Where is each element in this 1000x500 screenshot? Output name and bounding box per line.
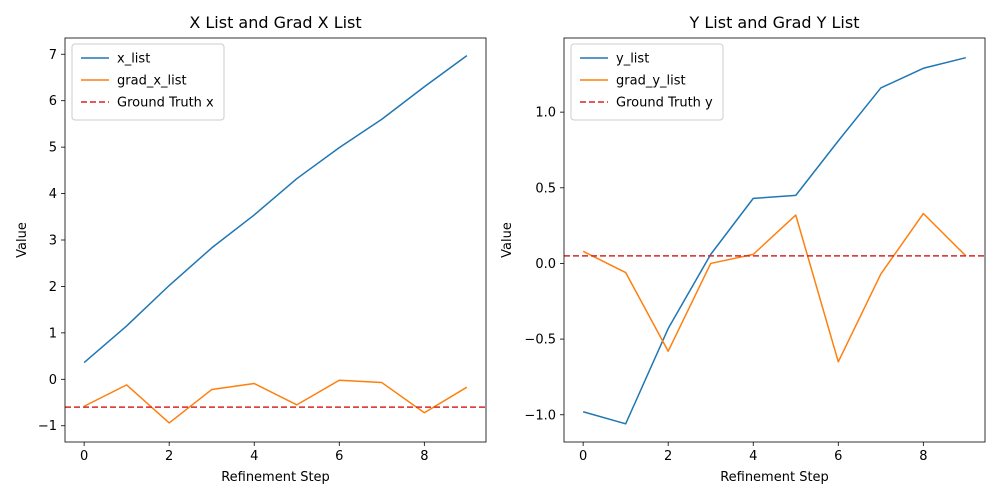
series-line-grad_x_list	[83, 379, 468, 424]
plot-area	[564, 56, 985, 425]
x-tick-label: 2	[664, 449, 672, 464]
y-tick-label: 0.5	[535, 181, 556, 196]
chart-title: Y List and Grad Y List	[689, 13, 860, 32]
x-tick-label: 8	[420, 449, 428, 464]
chart-panel-2: Y List and Grad Y List 0 2 4 6 8 −1.0 −0.5 0.0 0.…	[500, 13, 986, 485]
y-tick-label: 7	[49, 48, 57, 63]
chart-title: X List and Grad X List	[189, 13, 361, 32]
y-axis-label: Value	[15, 222, 30, 258]
axes-frame	[64, 37, 487, 443]
x-tick-label: 6	[834, 449, 842, 464]
legend-box	[570, 43, 724, 121]
y-tick-label: 1	[49, 326, 57, 341]
legend: x_list grad_x_list Ground Truth x	[71, 43, 225, 121]
y-tick-label: −1.0	[524, 408, 556, 423]
y-tick-label: 4	[49, 187, 57, 202]
series-line-grad_y_list	[582, 212, 967, 363]
x-tick-label: 4	[250, 449, 258, 464]
y-tick-label: −1	[38, 419, 57, 434]
y-tick-label: 0.0	[535, 257, 556, 272]
y-tick-label: −0.5	[524, 333, 556, 348]
legend-label: Ground Truth x	[117, 96, 214, 111]
legend-label: grad_y_list	[616, 74, 686, 89]
y-tick-label: 2	[49, 280, 57, 295]
legend-label: grad_x_list	[117, 74, 187, 89]
chart-panel-1: X List and Grad X List 0 2 4 6 8 −1 0 1 2 3 4 5 6 7 Ref…	[15, 13, 487, 485]
x-tick-label: 4	[749, 449, 757, 464]
y-tick-label: 3	[49, 234, 57, 249]
legend-label: x_list	[117, 52, 150, 67]
y-tick-label: 0	[49, 373, 57, 388]
y-axis-label: Value	[500, 222, 515, 258]
x-tick-label: 6	[335, 449, 343, 464]
legend-box	[71, 43, 225, 121]
x-axis-label: Refinement Step	[221, 470, 330, 485]
legend-label: y_list	[616, 52, 649, 67]
legend-label: Ground Truth y	[616, 96, 713, 111]
x-tick-label: 8	[919, 449, 927, 464]
x-tick-label: 0	[579, 449, 587, 464]
series-line-x_list	[83, 55, 468, 364]
x-tick-label: 0	[80, 449, 88, 464]
y-tick-label: 6	[49, 94, 57, 109]
x-axis-label: Refinement Step	[720, 470, 829, 485]
legend: y_list grad_y_list Ground Truth y	[570, 43, 724, 121]
plot-area	[65, 55, 486, 424]
x-tick-label: 2	[165, 449, 173, 464]
y-tick-label: 5	[49, 141, 57, 156]
y-tick-label: 1.0	[535, 106, 556, 121]
series-line-y_list	[582, 56, 967, 425]
axes-frame	[563, 37, 986, 443]
